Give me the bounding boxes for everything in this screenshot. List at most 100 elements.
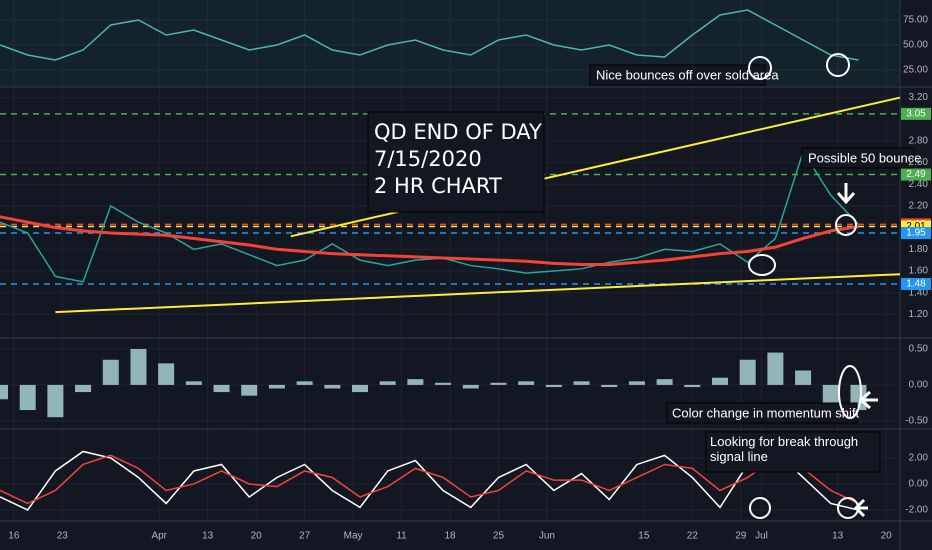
bar <box>435 382 452 385</box>
note-wrap: Looking for break through signal line <box>710 434 859 464</box>
bar <box>601 384 618 388</box>
x-tick-label: 25 <box>493 531 505 542</box>
bar <box>518 381 535 385</box>
series-line <box>0 150 860 283</box>
bar <box>75 384 92 393</box>
bar <box>102 359 119 385</box>
bar <box>462 384 479 389</box>
bar <box>407 379 424 385</box>
y-tick-label: -0.50 <box>905 415 928 426</box>
level-badge <box>901 227 931 240</box>
x-tick-label: 22 <box>687 531 699 542</box>
y-tick-label: 2.80 <box>909 136 929 147</box>
title-box <box>367 111 545 213</box>
level-label: 2.01 <box>906 221 926 232</box>
bar <box>767 352 784 385</box>
y-tick-label: 2.00 <box>909 453 929 464</box>
bar <box>628 381 645 385</box>
bar <box>19 384 36 411</box>
series-line <box>0 215 859 266</box>
x-tick-label: Jun <box>539 531 555 542</box>
level-label: 1.48 <box>906 279 926 290</box>
highlight-circle <box>826 53 850 77</box>
y-tick-label: 1.20 <box>909 309 929 320</box>
y-tick-label: 1.80 <box>909 244 929 255</box>
bar <box>379 381 396 385</box>
highlights <box>748 53 878 519</box>
note: Nice bounces off over sold area <box>596 67 779 82</box>
y-tick-label: 2.60 <box>909 157 929 168</box>
y-tick-label: 75.00 <box>903 15 928 26</box>
x-tick-label: Jul <box>755 531 768 542</box>
bar <box>213 384 230 393</box>
x-tick-label: 13 <box>832 531 844 542</box>
arrow <box>853 498 868 518</box>
series-line <box>0 450 859 511</box>
y-tick-label: 25.00 <box>903 65 928 76</box>
x-tick-label: 29 <box>735 531 747 542</box>
bar <box>712 377 728 385</box>
y-tick-label: -2.00 <box>905 505 928 516</box>
bar <box>130 348 147 385</box>
bar <box>739 359 756 385</box>
y-tick-label: 1.60 <box>909 266 929 277</box>
level-badge <box>901 277 931 290</box>
series-line <box>0 9 859 61</box>
note: Looking for break through signal line <box>710 434 859 464</box>
bar <box>795 370 812 385</box>
bar <box>158 363 175 385</box>
bar <box>490 382 507 385</box>
bar <box>241 384 258 396</box>
y-tick-label: 0.00 <box>909 479 929 490</box>
trendline <box>290 96 901 238</box>
note-box <box>705 431 881 473</box>
trendline <box>55 273 901 314</box>
level-badge <box>901 107 931 120</box>
title-line: QD END OF DAY <box>374 120 542 144</box>
bar <box>545 384 562 388</box>
bar <box>656 379 673 385</box>
y-tick-label: 2.40 <box>909 179 929 190</box>
level-label: 2.49 <box>906 169 926 180</box>
title-line: 2 HR CHART <box>374 174 502 198</box>
x-tick-label: 13 <box>202 531 214 542</box>
note-box <box>589 64 766 86</box>
x-tick-label: May <box>344 531 363 542</box>
bar <box>352 384 368 393</box>
title-line: 7/15/2020 <box>374 147 482 171</box>
y-tick-label: 50.00 <box>903 40 928 51</box>
bar <box>0 384 8 400</box>
x-tick-label: 16 <box>8 531 20 542</box>
level-label: 3.05 <box>906 108 926 119</box>
x-tick-label: 20 <box>881 531 893 542</box>
note: Color change in momentum shift <box>672 405 860 420</box>
y-tick-label: 3.20 <box>909 92 929 103</box>
bar <box>684 384 701 388</box>
arrow <box>836 183 856 205</box>
bar <box>573 381 590 385</box>
note-box <box>801 147 915 169</box>
x-tick-label: 18 <box>444 531 456 542</box>
x-tick-label: 23 <box>57 531 69 542</box>
bar <box>268 384 285 389</box>
x-tick-label: 27 <box>299 531 311 542</box>
bar <box>822 384 839 403</box>
arrow <box>858 390 878 410</box>
y-tick-label: 2.20 <box>909 201 929 212</box>
level-badge <box>901 168 931 181</box>
highlight-circle <box>748 56 772 80</box>
highlight-circle <box>835 214 857 236</box>
x-tick-label: 15 <box>638 531 650 542</box>
marks-layer <box>0 9 901 511</box>
y-tick-label: 0.50 <box>909 344 929 355</box>
x-tick-label: 11 <box>396 531 407 542</box>
bar <box>185 381 202 385</box>
y-tick-label: 0.00 <box>909 380 929 391</box>
highlight-circle <box>749 497 771 519</box>
note: Possible 50 bounce <box>808 150 921 165</box>
y-tick-label: 1.40 <box>909 287 929 298</box>
level-label: 1.95 <box>906 228 926 239</box>
bar <box>296 381 313 385</box>
x-tick-label: 20 <box>251 531 263 542</box>
